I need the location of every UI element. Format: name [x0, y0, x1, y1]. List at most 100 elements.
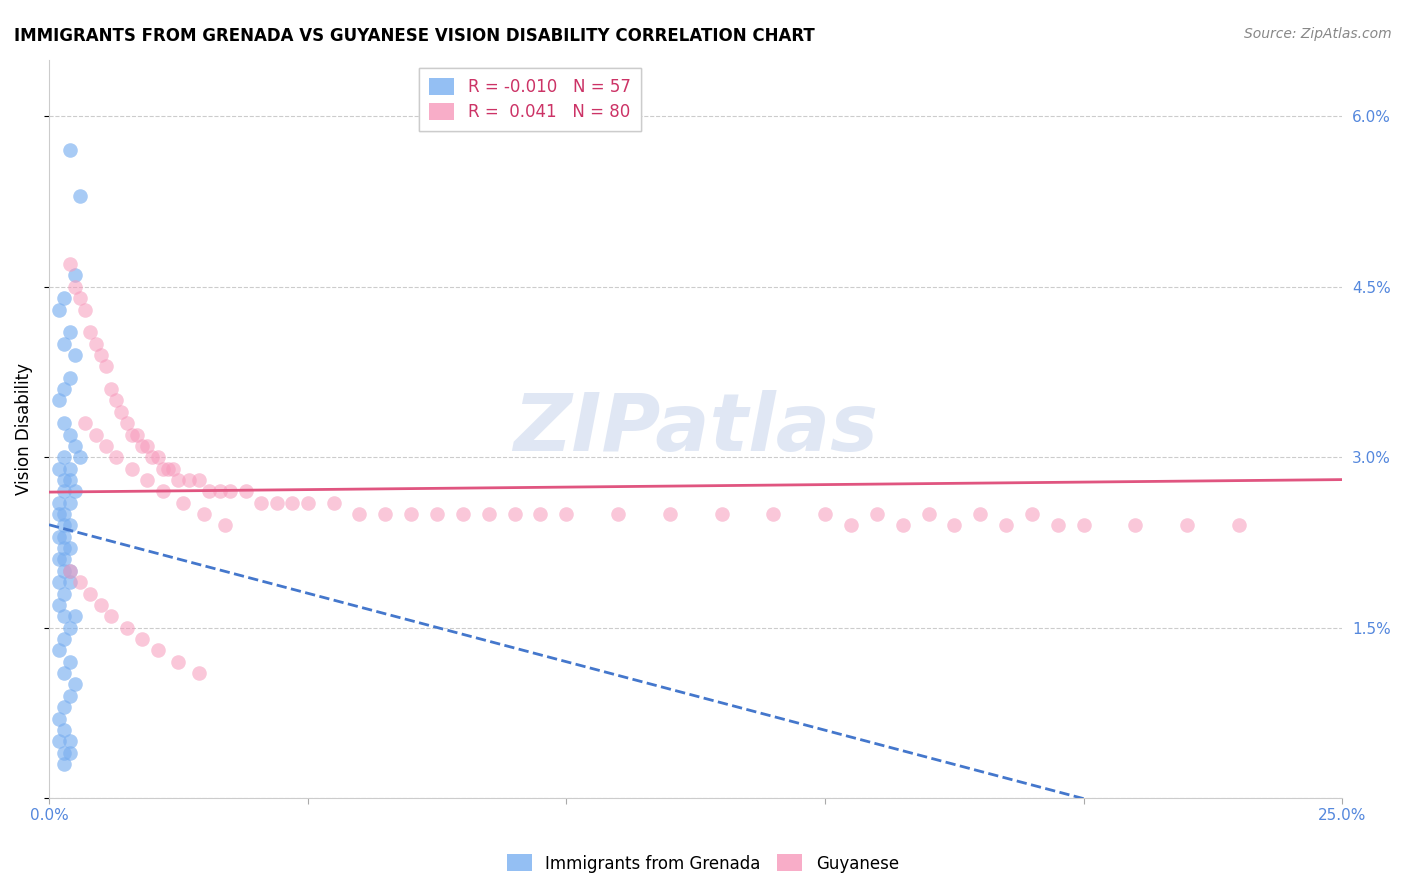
Point [53, 541, 76, 555]
Legend: Immigrants from Grenada, Guyanese: Immigrants from Grenada, Guyanese [501, 847, 905, 880]
Point [297, 496, 319, 510]
Point [891, 518, 914, 533]
Point [53, 416, 76, 430]
Point [710, 507, 733, 521]
Point [59, 564, 82, 578]
Point [63, 484, 86, 499]
Point [167, 473, 190, 487]
Point [131, 439, 153, 453]
Point [59, 496, 82, 510]
Point [156, 461, 179, 475]
Point [59, 370, 82, 384]
Point [167, 655, 190, 669]
Point [53, 723, 76, 737]
Point [63, 677, 86, 691]
Point [969, 507, 991, 521]
Point [53, 700, 76, 714]
Point [1227, 518, 1250, 533]
Point [208, 484, 231, 499]
Point [53, 666, 76, 681]
Point [607, 507, 630, 521]
Point [214, 518, 236, 533]
Point [53, 746, 76, 760]
Point [762, 507, 785, 521]
Point [503, 507, 526, 521]
Point [349, 507, 371, 521]
Point [188, 473, 211, 487]
Point [59, 621, 82, 635]
Point [100, 609, 122, 624]
Y-axis label: Vision Disability: Vision Disability [15, 363, 32, 495]
Point [94, 359, 117, 374]
Point [146, 450, 169, 465]
Point [131, 632, 153, 646]
Point [136, 473, 159, 487]
Point [59, 325, 82, 339]
Point [529, 507, 551, 521]
Point [59, 257, 82, 271]
Point [59, 746, 82, 760]
Point [53, 291, 76, 305]
Point [48, 734, 70, 748]
Point [53, 609, 76, 624]
Point [136, 439, 159, 453]
Point [1175, 518, 1198, 533]
Point [48, 712, 70, 726]
Point [48, 598, 70, 612]
Point [322, 496, 344, 510]
Point [193, 507, 215, 521]
Point [839, 518, 862, 533]
Point [110, 405, 132, 419]
Point [100, 382, 122, 396]
Point [1073, 518, 1095, 533]
Point [59, 564, 82, 578]
Point [53, 450, 76, 465]
Point [658, 507, 681, 521]
Point [115, 621, 138, 635]
Point [48, 393, 70, 408]
Point [219, 484, 242, 499]
Point [63, 348, 86, 362]
Point [451, 507, 474, 521]
Point [75, 416, 97, 430]
Point [48, 302, 70, 317]
Point [162, 461, 184, 475]
Point [250, 496, 273, 510]
Point [53, 530, 76, 544]
Point [48, 461, 70, 475]
Point [281, 496, 304, 510]
Point [814, 507, 837, 521]
Point [48, 507, 70, 521]
Point [53, 336, 76, 351]
Point [266, 496, 288, 510]
Point [177, 473, 200, 487]
Point [53, 586, 76, 600]
Point [69, 575, 91, 590]
Point [75, 302, 97, 317]
Point [173, 496, 195, 510]
Point [152, 461, 174, 475]
Point [995, 518, 1018, 533]
Point [59, 461, 82, 475]
Point [374, 507, 396, 521]
Point [59, 541, 82, 555]
Point [48, 552, 70, 566]
Point [53, 518, 76, 533]
Point [69, 450, 91, 465]
Point [478, 507, 501, 521]
Point [48, 575, 70, 590]
Point [53, 473, 76, 487]
Point [141, 450, 163, 465]
Point [59, 144, 82, 158]
Point [152, 484, 174, 499]
Point [63, 280, 86, 294]
Point [426, 507, 449, 521]
Point [90, 348, 112, 362]
Point [53, 507, 76, 521]
Point [53, 564, 76, 578]
Point [1046, 518, 1069, 533]
Point [48, 496, 70, 510]
Point [943, 518, 966, 533]
Point [53, 632, 76, 646]
Point [84, 427, 107, 442]
